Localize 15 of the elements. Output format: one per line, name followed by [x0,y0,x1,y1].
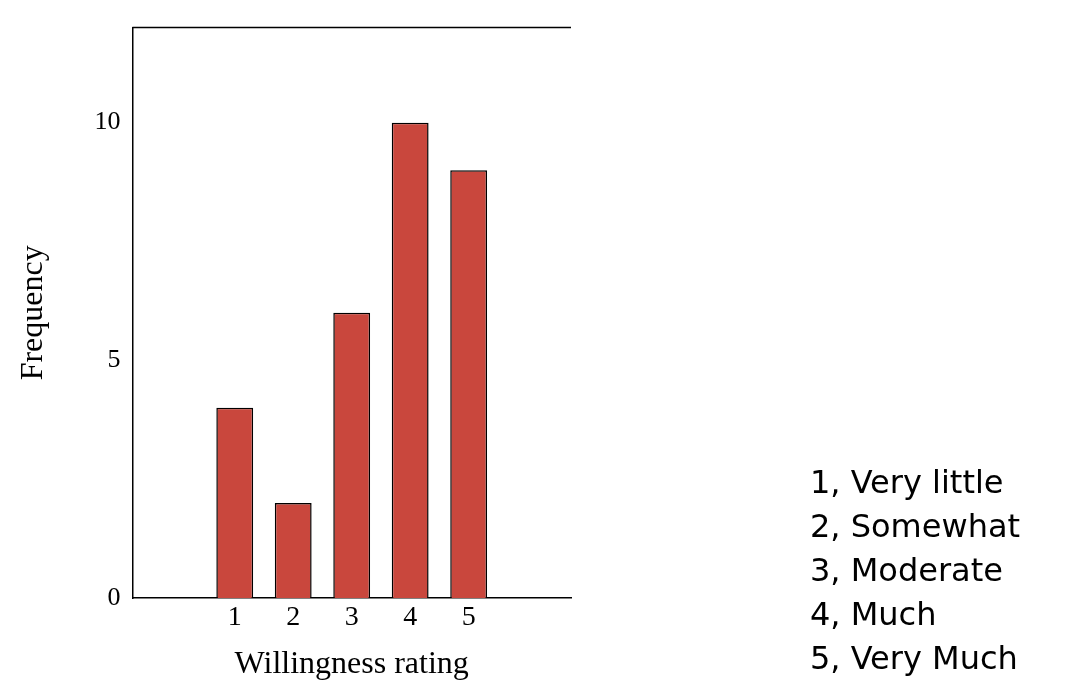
x-tick-label: 4 [403,600,418,632]
x-tick-label: 3 [344,600,359,632]
text: 4, Much [810,594,938,635]
text: 5, Very Much [810,638,1019,679]
x-axis-title: Willingness rating [234,644,469,681]
y-axis-title: Frequency [12,245,49,381]
y-tick-label: 0 [107,581,121,611]
y-tick-label: 5 [107,344,121,374]
x-tick-label: 1 [227,600,242,632]
x-tick-label: 2 [286,600,301,632]
x-tick-label: 5 [461,600,476,632]
text: 2, Somewhat [810,506,1021,547]
text: 3, Moderate [810,550,1004,591]
y-tick-label: 10 [94,106,121,136]
text: 1, Very little [810,462,1005,503]
